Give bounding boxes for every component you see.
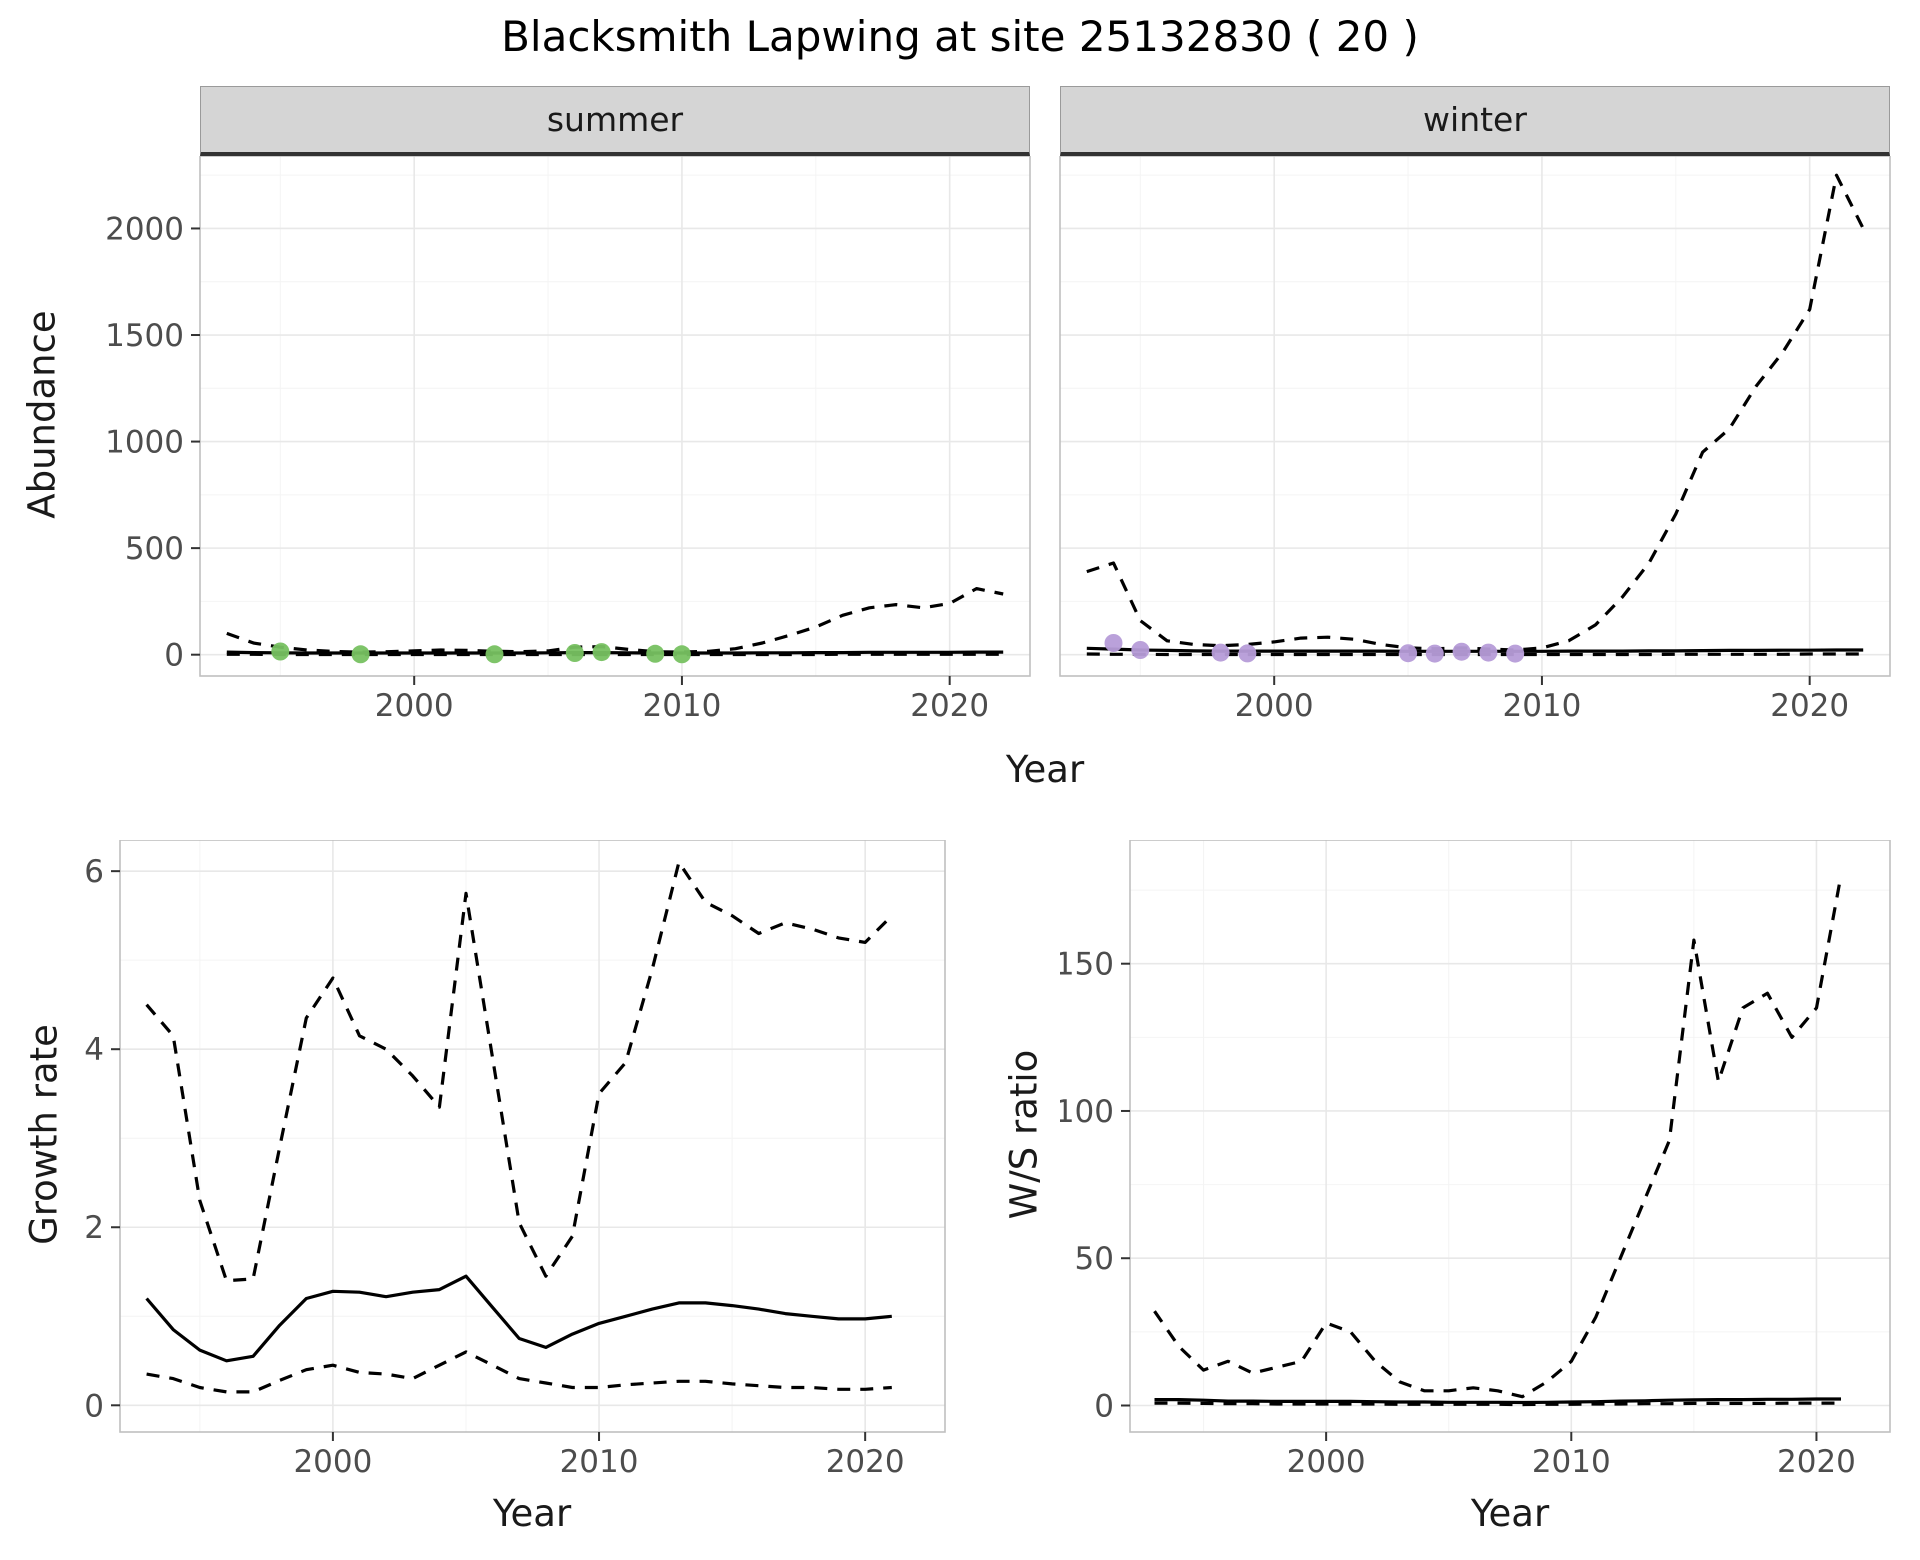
svg-text:2020: 2020 bbox=[826, 1444, 905, 1480]
svg-text:2010: 2010 bbox=[642, 688, 721, 724]
svg-text:0: 0 bbox=[1094, 1388, 1114, 1424]
svg-text:150: 150 bbox=[1060, 947, 1114, 983]
facet-strip-summer-label: summer bbox=[546, 100, 684, 139]
ws-ratio-chart: 2000 2010 2020 0 50 100 150 bbox=[1060, 840, 1891, 1480]
svg-text:0: 0 bbox=[84, 1388, 104, 1424]
svg-text:2010: 2010 bbox=[1502, 688, 1581, 724]
svg-text:2020: 2020 bbox=[1770, 688, 1849, 724]
svg-text:6: 6 bbox=[84, 854, 104, 890]
svg-text:50: 50 bbox=[1075, 1241, 1114, 1277]
growth-rate-chart: 2000 2010 2020 0 2 4 6 bbox=[84, 840, 946, 1480]
svg-text:2000: 2000 bbox=[1235, 688, 1314, 724]
svg-text:2000: 2000 bbox=[293, 1444, 372, 1480]
abundance-axis-label: Abundance bbox=[20, 310, 64, 519]
year-axis-label-bottom-left: Year bbox=[492, 1492, 572, 1535]
year-axis-label-top: Year bbox=[1005, 748, 1085, 791]
facet-strip-summer: summer bbox=[200, 86, 1030, 156]
svg-text:2010: 2010 bbox=[1532, 1444, 1611, 1480]
svg-text:1500: 1500 bbox=[105, 318, 184, 354]
svg-text:4: 4 bbox=[84, 1032, 104, 1068]
abundance-summer-chart: 2000 2010 2020 0 500 1000 1500 2000 bbox=[105, 156, 1031, 724]
abundance-winter-chart: 2000 2010 2020 bbox=[1059, 156, 1891, 724]
svg-text:2000: 2000 bbox=[105, 211, 184, 247]
year-axis-label-bottom-right: Year bbox=[1470, 1492, 1550, 1535]
chart-title: Blacksmith Lapwing at site 25132830 ( 20… bbox=[501, 12, 1419, 61]
svg-text:0: 0 bbox=[164, 638, 184, 674]
svg-text:2010: 2010 bbox=[560, 1444, 639, 1480]
svg-text:2000: 2000 bbox=[1287, 1444, 1366, 1480]
svg-text:2020: 2020 bbox=[910, 688, 989, 724]
facet-strip-winter: winter bbox=[1060, 86, 1890, 156]
svg-text:100: 100 bbox=[1060, 1094, 1114, 1130]
svg-text:2000: 2000 bbox=[375, 688, 454, 724]
svg-text:2: 2 bbox=[84, 1210, 104, 1246]
svg-text:1000: 1000 bbox=[105, 425, 184, 461]
svg-text:500: 500 bbox=[125, 531, 184, 567]
svg-text:2020: 2020 bbox=[1777, 1444, 1856, 1480]
facet-strip-winter-label: winter bbox=[1423, 100, 1527, 139]
ws-ratio-axis-label: W/S ratio bbox=[1002, 1049, 1046, 1220]
growth-rate-axis-label: Growth rate bbox=[22, 1024, 66, 1245]
